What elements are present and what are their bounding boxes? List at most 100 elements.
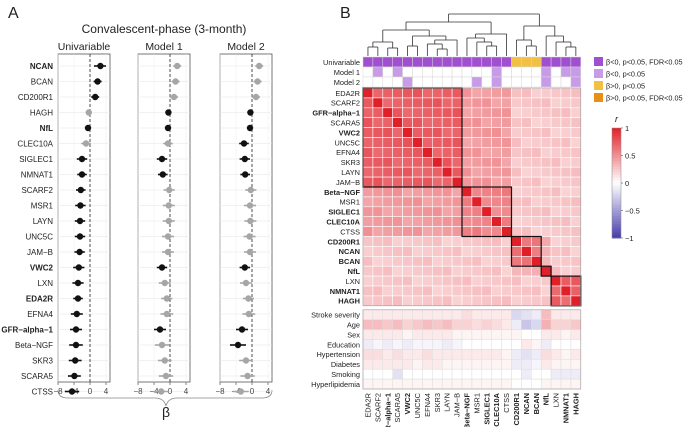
heatmap-cell [382, 97, 393, 109]
clinical-cell [531, 349, 542, 360]
heatmap-cell [431, 275, 443, 287]
clinical-cell [511, 309, 522, 320]
protein-label: LXN [37, 279, 53, 288]
protein-label: CLEC10A [17, 140, 53, 149]
clinical-cell [560, 329, 572, 340]
heatmap-cell [560, 206, 572, 218]
heatmap-column-label: EDA2R [363, 393, 372, 418]
estimate-point [164, 140, 172, 147]
heatmap-cell [372, 206, 384, 218]
heatmap-cell [570, 206, 582, 218]
estimate-point [82, 140, 90, 147]
clinical-cell [560, 368, 572, 380]
clinical-cell [550, 378, 562, 390]
heatmap-cell [501, 97, 512, 109]
estimate-point [158, 155, 166, 163]
heatmap-cell [570, 265, 582, 277]
heatmap-row-label: CLEC10A [326, 217, 360, 226]
heatmap-cell [521, 166, 532, 178]
estimate-point [247, 186, 254, 194]
estimate-point [241, 264, 248, 271]
heatmap-column-label: CLEC10A [492, 392, 501, 426]
heatmap-cell [402, 236, 413, 247]
clinical-cell [471, 339, 483, 350]
clinical-row-label: Hypertension [316, 350, 360, 359]
heatmap-cell [471, 206, 483, 218]
heatmap-cell [372, 157, 384, 168]
estimate-point [252, 93, 260, 101]
heatmap-cell [501, 275, 512, 287]
colorbar-segment [612, 169, 621, 173]
status-cell [461, 66, 473, 78]
clinical-cell [481, 339, 492, 350]
heatmap-cell [431, 117, 443, 128]
clinical-cell [422, 329, 433, 340]
heatmap-cell [521, 255, 532, 267]
protein-label: NMNAT1 [21, 171, 54, 180]
estimate-point [158, 388, 165, 395]
estimate-point [68, 388, 76, 395]
heatmap-cell [471, 285, 483, 297]
clinical-cell [392, 319, 403, 330]
heatmap-cell [501, 285, 512, 297]
clinical-cell [471, 319, 483, 330]
heatmap-cell [471, 186, 483, 198]
heatmap-cell [382, 246, 393, 257]
heatmap-cell [441, 285, 453, 297]
heatmap-cell [382, 206, 393, 218]
heatmap-cell [481, 206, 492, 218]
clinical-cell [461, 378, 473, 390]
clinical-cell [461, 309, 473, 320]
heatmap-cell [441, 236, 453, 247]
heatmap-cell [412, 236, 423, 247]
heatmap-cell [570, 147, 582, 158]
heatmap-cell [362, 196, 374, 208]
heatmap-cell [521, 97, 532, 109]
status-cell [432, 66, 443, 78]
estimate-point [94, 78, 101, 85]
heatmap-cell [382, 275, 393, 287]
heatmap-cell [540, 246, 552, 257]
status-cell [531, 66, 542, 78]
heatmap-row-label: NMNAT1 [330, 287, 360, 296]
heatmap-cell [382, 236, 393, 247]
clinical-cell [451, 309, 463, 320]
estimate-point [237, 388, 244, 395]
heatmap-cell [511, 216, 522, 227]
estimate-point [159, 171, 166, 178]
estimate-point [165, 202, 172, 209]
clinical-cell [422, 319, 433, 330]
clinical-cell [362, 329, 374, 340]
protein-label: HAGH [30, 109, 53, 118]
heatmap-cell [382, 166, 393, 178]
heatmap-cell [511, 137, 522, 148]
heatmap-cell [491, 265, 502, 277]
clinical-cell [412, 349, 423, 360]
clinical-cell [511, 339, 522, 350]
heatmap-cell [491, 295, 502, 307]
status-cell [382, 56, 393, 68]
heatmap-cell [451, 285, 463, 297]
protein-label: EFNA4 [27, 310, 53, 319]
clinical-cell [521, 319, 532, 330]
heatmap-cell [491, 117, 502, 128]
clinical-cell [550, 359, 562, 370]
clinical-cell [531, 368, 542, 380]
estimate-point [156, 326, 164, 333]
heatmap-cell [441, 87, 453, 99]
heatmap-cell [540, 255, 552, 267]
heatmap-cell [382, 176, 393, 188]
heatmap-cell [511, 285, 522, 297]
heatmap-cell [530, 186, 542, 198]
heatmap-cell [431, 137, 443, 148]
heatmap-cell [422, 275, 433, 287]
heatmap-cell [412, 147, 423, 158]
clinical-cell [392, 309, 403, 320]
heatmap-cell [431, 147, 443, 158]
heatmap-cell [481, 295, 492, 307]
heatmap-cell [412, 255, 423, 267]
heatmap-cell [372, 127, 384, 138]
heatmap-column-label: VWC2 [403, 393, 412, 414]
